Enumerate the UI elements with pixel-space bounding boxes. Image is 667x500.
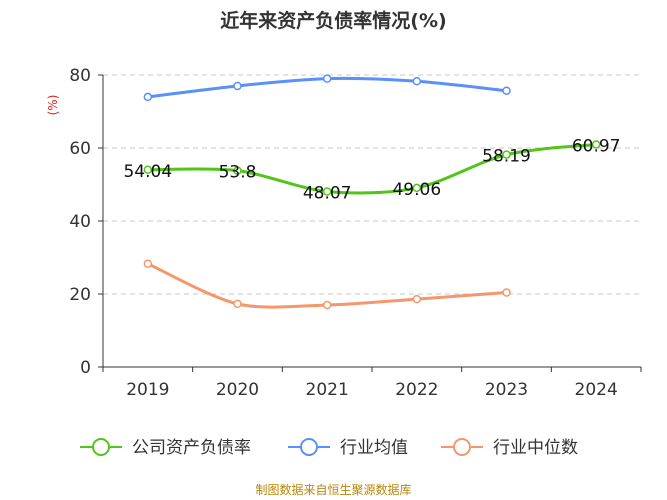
y-axis-label: (%) bbox=[46, 95, 60, 116]
data-point bbox=[502, 288, 511, 297]
x-tick-label: 2023 bbox=[485, 380, 528, 400]
y-tick-label: 80 bbox=[69, 66, 91, 86]
data-point bbox=[143, 92, 153, 102]
data-point bbox=[502, 150, 511, 159]
data-point bbox=[143, 165, 153, 175]
legend-label: 公司资产负债率 bbox=[132, 438, 251, 458]
y-tick-label: 40 bbox=[69, 212, 91, 232]
data-label: 58.19 bbox=[482, 147, 531, 167]
data-point bbox=[143, 259, 153, 268]
data-point bbox=[233, 299, 242, 309]
y-tick-label: 0 bbox=[80, 358, 91, 378]
data-point bbox=[502, 86, 511, 95]
legend-marker bbox=[92, 438, 110, 456]
data-point bbox=[591, 140, 601, 149]
data-point bbox=[322, 187, 332, 196]
source-note: 制图数据来自恒生聚源数据库 bbox=[255, 483, 412, 497]
data-label: 54.04 bbox=[123, 162, 172, 182]
data-point bbox=[322, 300, 332, 310]
legend-marker bbox=[453, 438, 471, 456]
legend-label: 行业中位数 bbox=[493, 438, 578, 458]
x-tick-label: 2020 bbox=[216, 380, 259, 400]
x-tick-label: 2022 bbox=[395, 380, 438, 400]
data-point bbox=[412, 294, 422, 304]
legend-marker bbox=[300, 438, 318, 456]
x-tick-label: 2021 bbox=[306, 380, 349, 400]
data-point bbox=[233, 81, 242, 91]
x-tick-label: 2024 bbox=[575, 380, 618, 400]
series-line-1 bbox=[147, 142, 597, 195]
data-point bbox=[412, 76, 422, 86]
data-point bbox=[322, 74, 332, 83]
data-label: 60.97 bbox=[572, 136, 621, 156]
y-tick-label: 60 bbox=[69, 139, 91, 159]
data-label: 53.8 bbox=[219, 163, 257, 183]
data-label: 49.06 bbox=[392, 180, 441, 200]
data-label: 48.07 bbox=[303, 184, 352, 204]
series-line-3 bbox=[147, 262, 507, 309]
x-tick-label: 2019 bbox=[126, 380, 169, 400]
data-point bbox=[233, 166, 242, 175]
legend-label: 行业均值 bbox=[340, 438, 408, 458]
data-point bbox=[412, 183, 422, 193]
y-tick-label: 20 bbox=[69, 285, 91, 305]
chart-title: 近年来资产负债率情况(%) bbox=[220, 10, 447, 32]
